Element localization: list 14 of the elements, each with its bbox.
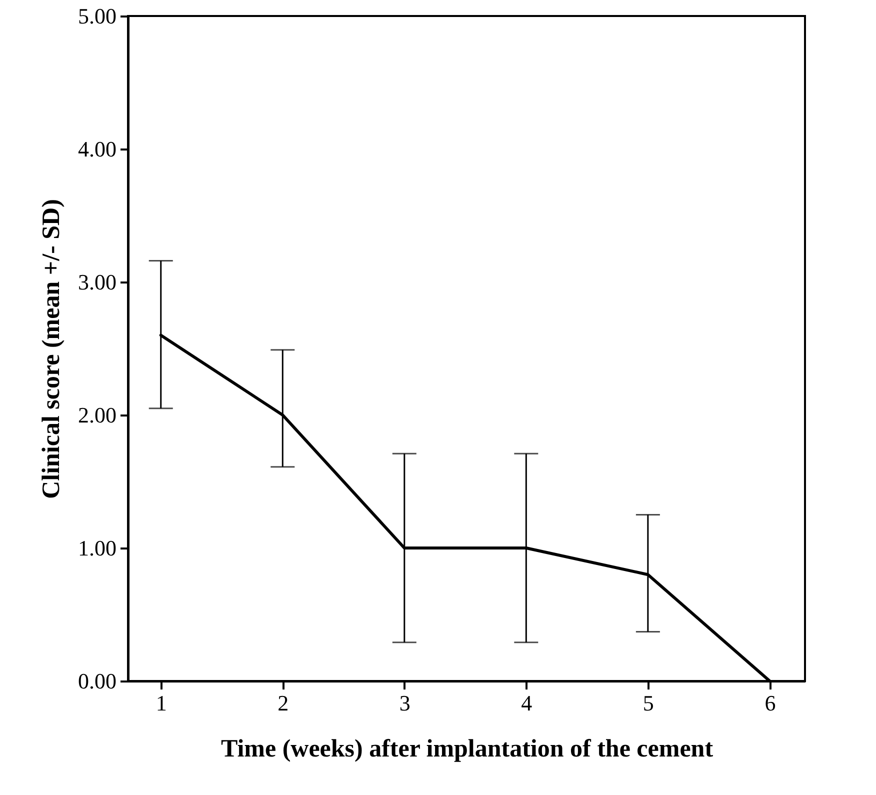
y-tick-label: 5.00 [78, 4, 116, 28]
x-tick-label: 1 [156, 690, 167, 716]
y-tick-label: 1.00 [78, 536, 116, 560]
y-tick-label: 4.00 [78, 136, 116, 162]
y-tick-label: 0.00 [78, 668, 116, 694]
y-axis-title: Clinical score (mean +/- SD) [38, 199, 65, 499]
x-tick-label: 5 [642, 690, 654, 716]
y-tick-label: 2.00 [78, 402, 116, 428]
x-tick-label: 4 [521, 690, 532, 716]
x-tick-label: 2 [278, 690, 289, 716]
y-tick-label: 3.00 [78, 270, 116, 294]
x-tick-label: 3 [399, 690, 410, 716]
x-tick-label: 6 [764, 690, 776, 716]
x-axis-title: Time (weeks) after implantation of the cement [220, 736, 714, 762]
